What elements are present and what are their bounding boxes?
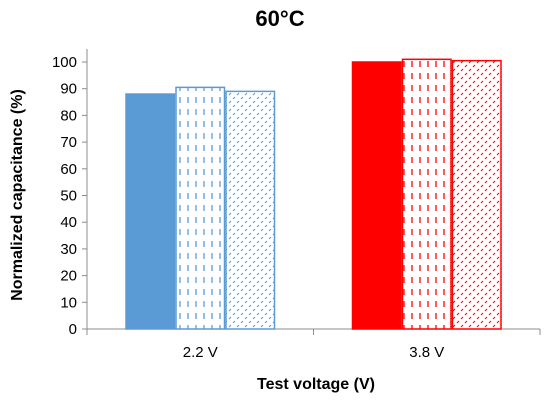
y-tick-label: 20 [60,268,77,285]
bar [175,86,226,330]
x-axis-title: Test voltage (V) [257,376,375,393]
y-tick-label: 70 [60,134,77,151]
bar [401,58,452,330]
bar [225,90,276,330]
chart-title: 60°C [255,6,304,31]
y-tick-label: 90 [60,81,77,98]
bar [125,93,176,330]
y-tick-label: 60 [60,161,77,178]
y-axis-title: Normalized capacitance (%) [9,89,26,301]
y-tick-label: 0 [69,321,77,338]
bar [351,61,402,330]
plot-area: 0 10 20 30 40 50 60 70 80 90 100 2.2 V 3.8 V [52,49,541,361]
y-tick-label: 40 [60,214,77,231]
x-tick-label: 2.2 V [183,344,218,361]
y-tick-label: 30 [60,241,77,258]
bar [451,59,502,330]
x-tick-label: 3.8 V [409,344,444,361]
y-tick-label: 50 [60,188,77,205]
y-tick-label: 10 [60,294,77,311]
y-tick-label: 100 [52,54,77,71]
y-tick-label: 80 [60,107,77,124]
